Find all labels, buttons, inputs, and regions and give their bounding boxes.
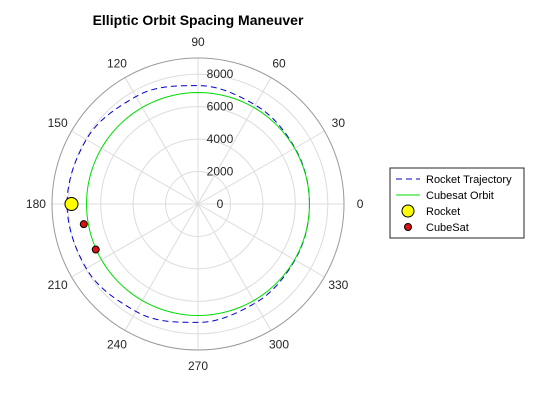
cubesat-marker: [91, 245, 100, 254]
theta-tick-label: 300: [269, 337, 289, 351]
tick-labels: 0 2000 4000 6000 8000 0 30 60 90 120 150 180 210 240 2…: [26, 35, 364, 373]
rocket-marker: [64, 197, 79, 211]
r-tick-label: 8000: [207, 67, 234, 81]
cubesat-orbit-line: [86, 92, 310, 316]
legend-label: Rocket Trajectory: [426, 174, 512, 186]
theta-gridline: [197, 77, 272, 205]
theta-gridline: [124, 77, 199, 205]
polar-boundary: [51, 57, 345, 351]
r-tick-label: 4000: [207, 132, 234, 146]
legend: Rocket Trajectory Cubesat Orbit Rocket Cube…: [389, 167, 525, 239]
theta-gridline: [197, 130, 325, 205]
theta-tick-label: 330: [328, 278, 348, 292]
legend-swatch-rocket: [401, 204, 415, 218]
legend-label: Rocket: [426, 206, 460, 218]
theta-tick-label: 90: [191, 35, 205, 49]
theta-tick-label: 150: [48, 116, 68, 130]
legend-swatch-cubesat: [404, 223, 412, 231]
chart-title: Elliptic Orbit Spacing Maneuver: [93, 12, 304, 28]
legend-box: [389, 167, 525, 239]
theta-tick-label: 180: [26, 197, 46, 211]
r-tick-label: 0: [217, 197, 224, 211]
theta-tick-label: 120: [107, 57, 127, 71]
r-tick-label: 2000: [207, 165, 234, 179]
cubesat-marker: [79, 220, 88, 229]
legend-label: Cubesat Orbit: [426, 190, 494, 202]
series-layer: [64, 85, 310, 323]
theta-gridline: [197, 203, 272, 331]
legend-label: CubeSat: [426, 222, 469, 234]
theta-gridline: [197, 203, 325, 278]
polar-grid: [51, 57, 345, 351]
theta-tick-label: 30: [332, 116, 346, 130]
theta-tick-label: 60: [272, 57, 286, 71]
theta-gridline: [71, 130, 199, 205]
theta-tick-label: 240: [107, 337, 127, 351]
theta-tick-label: 210: [48, 278, 68, 292]
theta-tick-label: 270: [188, 359, 208, 373]
r-tick-label: 6000: [207, 100, 234, 114]
theta-gridline: [124, 203, 199, 331]
theta-gridline: [71, 203, 199, 278]
theta-tick-label: 0: [357, 197, 364, 211]
